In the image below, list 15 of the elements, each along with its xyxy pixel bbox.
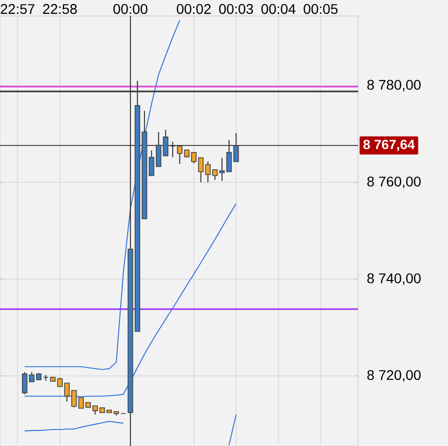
y-tick-label: 8 780,00 [367, 80, 421, 92]
x-tick-label: 00:02 [176, 4, 211, 14]
candlestick [71, 390, 77, 408]
candlestick [170, 141, 176, 158]
x-tick-label: 22:57 [0, 4, 34, 14]
y-tick-label: 8 720,00 [367, 370, 421, 382]
ref-line-label: 8 767,64 [363, 140, 415, 152]
x-tick-label: 00:03 [219, 4, 253, 14]
x-tick-label: 00:00 [113, 4, 148, 14]
x-tick-label: 22:58 [43, 4, 77, 14]
x-tick-label: 00:05 [304, 4, 338, 14]
y-tick-label: 8 760,00 [367, 176, 421, 188]
y-tick-label: 8 740,00 [367, 273, 421, 285]
candlestick [148, 150, 154, 176]
x-tick-label: 00:04 [261, 4, 296, 14]
